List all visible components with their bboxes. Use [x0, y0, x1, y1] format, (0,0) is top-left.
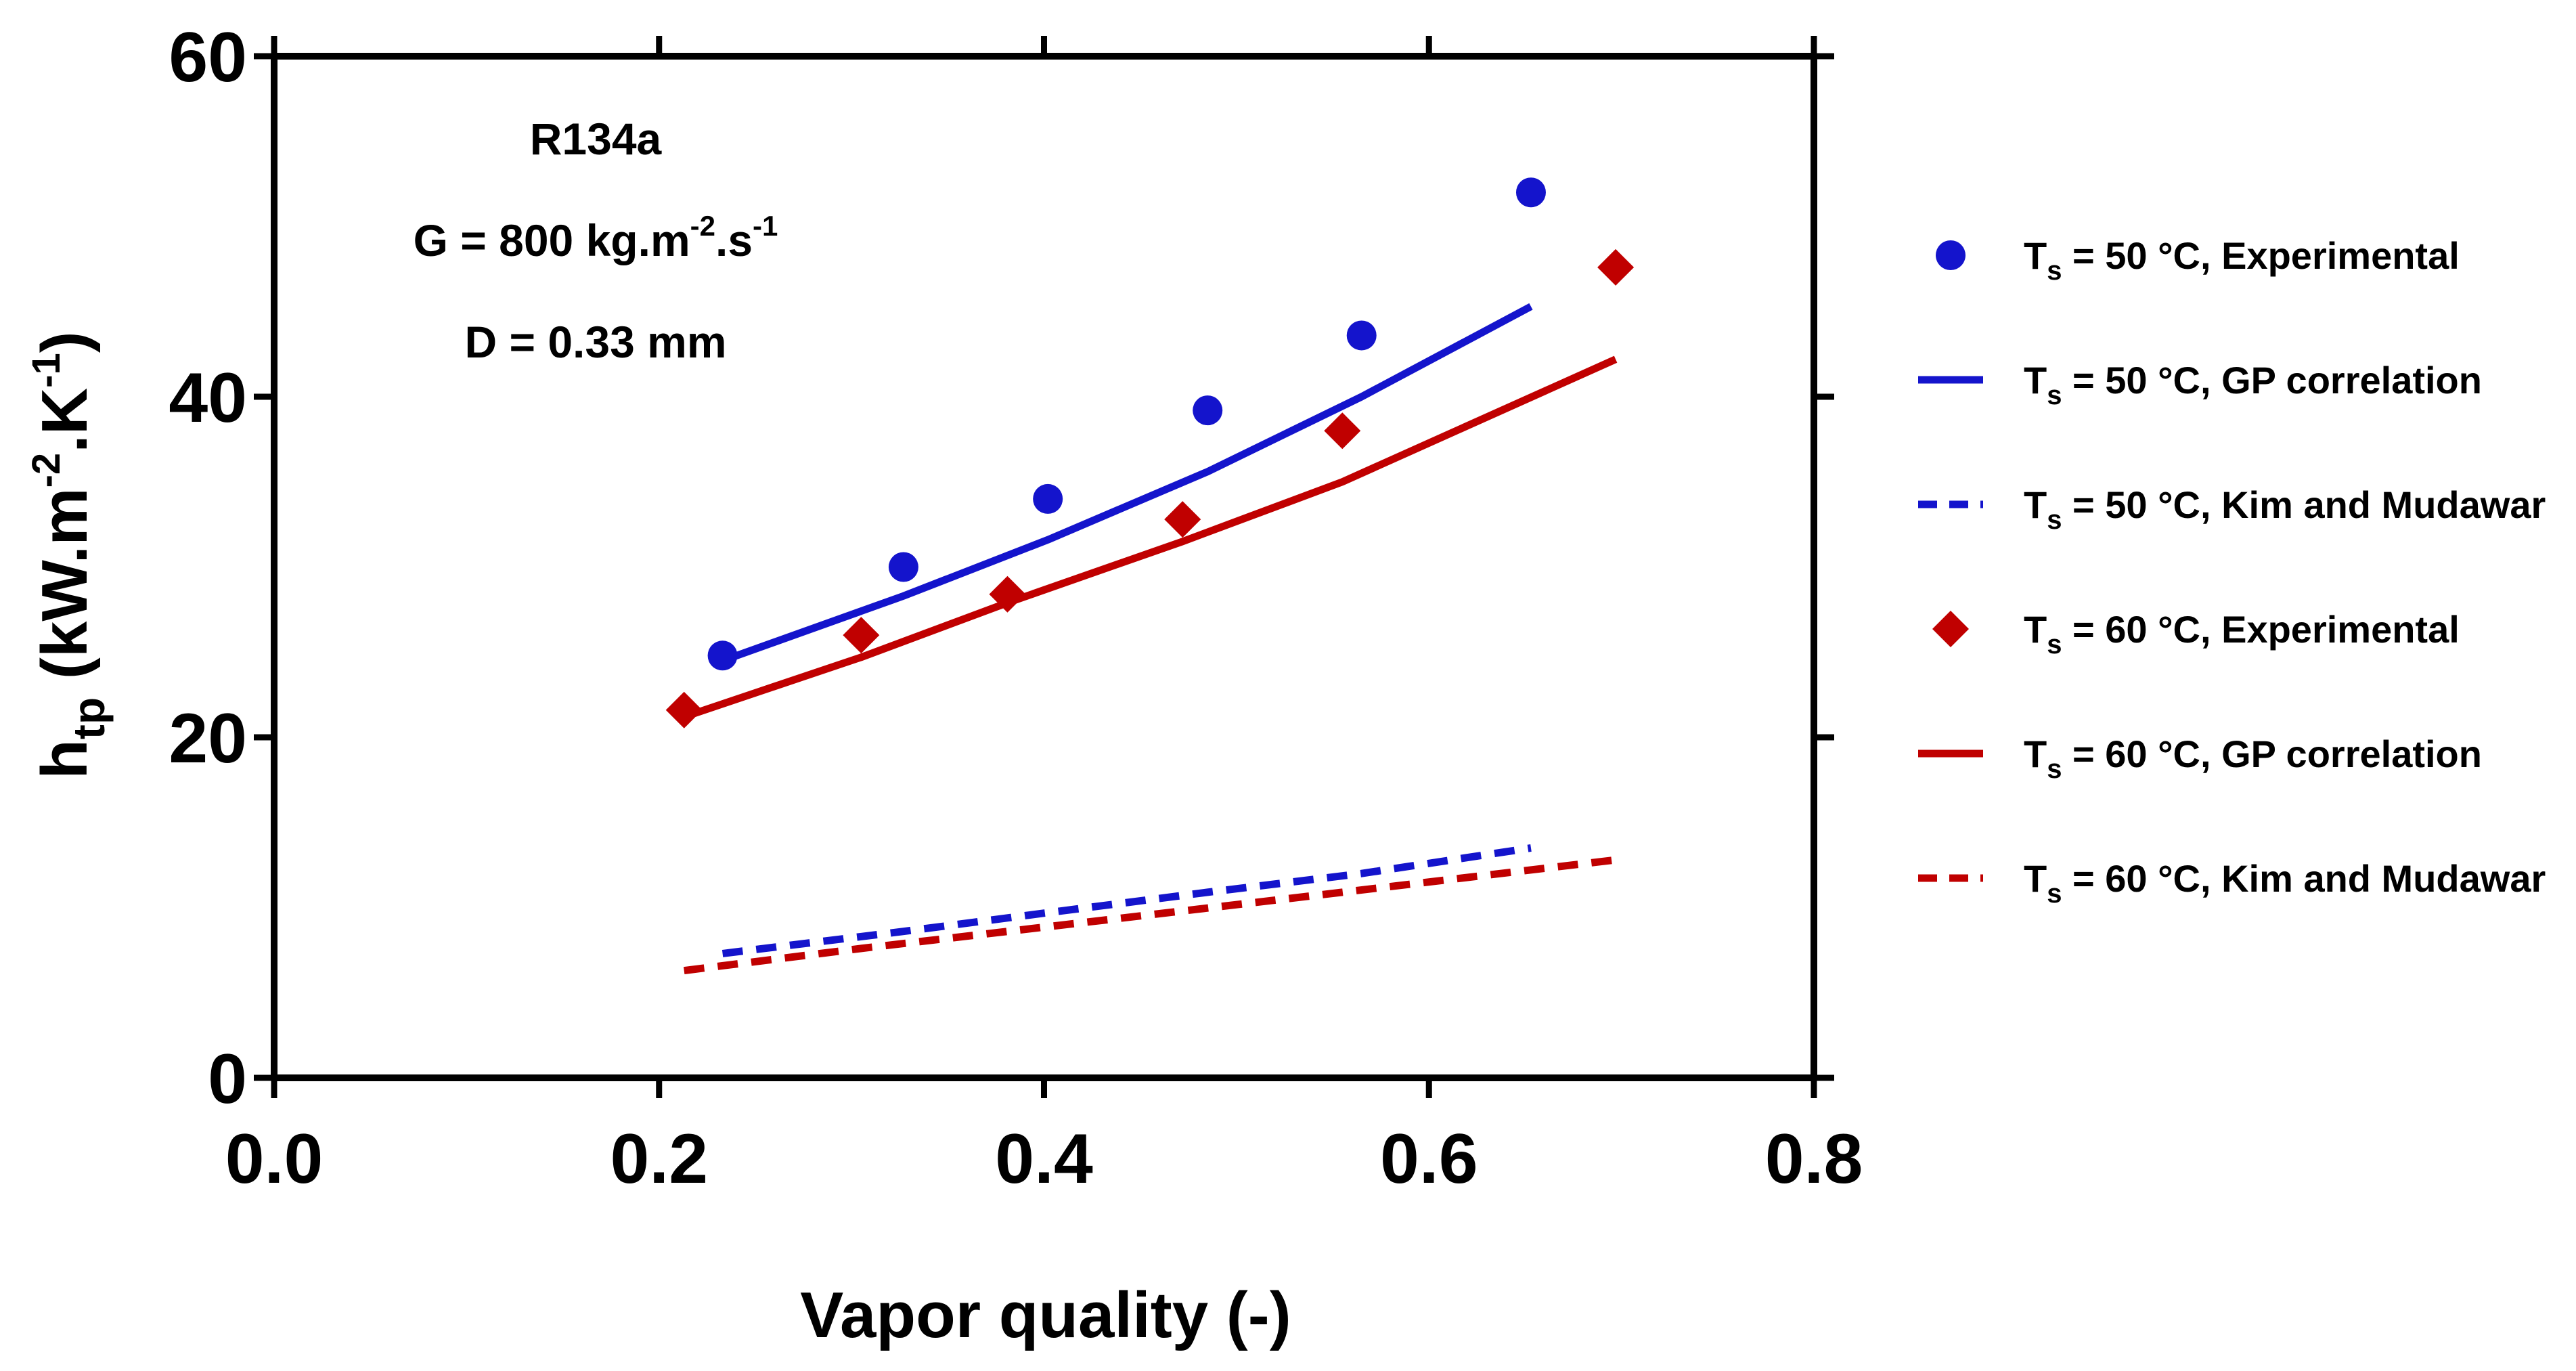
series-line-2: [721, 303, 1533, 665]
legend: Ts = 50 °C, Experimental Ts = 50 °C, GP c…: [1918, 234, 2546, 909]
data-point-diamond: [1324, 412, 1361, 450]
x-axis-title: Vapor quality (-): [800, 1279, 1291, 1351]
x-axis-ticks: 0.0 0.2 0.4 0.6 0.8: [225, 36, 1863, 1198]
series-line-3: [721, 844, 1532, 957]
data-point-diamond: [1597, 248, 1635, 286]
data-point-circle: [1515, 177, 1546, 208]
annotation-mass-flux: G = 800 kg.m-2.s-1: [414, 210, 778, 265]
data-point-diamond: [665, 691, 703, 728]
y-axis-title: htp (kW.m-2.K-1): [24, 331, 114, 779]
x-tick-label: 0.6: [1380, 1120, 1478, 1198]
x-tick-label: 0.8: [1765, 1120, 1863, 1198]
legend-label: Ts = 60 °C, Kim and Mudawar: [2024, 857, 2546, 909]
x-tick-label: 0.2: [610, 1120, 708, 1198]
y-tick-label: 20: [169, 699, 247, 778]
data-point-diamond: [843, 617, 880, 654]
x-tick-label: 0.0: [225, 1120, 324, 1198]
data-point-circle: [707, 640, 738, 671]
legend-symbol-circle: [1936, 240, 1966, 270]
data-point-diamond: [1164, 501, 1201, 538]
series-line-5: [682, 355, 1618, 721]
annotation-diameter: D = 0.33 mm: [464, 317, 726, 367]
y-tick-label: 40: [169, 359, 247, 437]
legend-symbol-diamond: [1932, 611, 1969, 647]
y-tick-label: 0: [208, 1040, 247, 1118]
series-layer: [665, 177, 1635, 975]
data-point-diamond: [989, 575, 1026, 613]
annotation-fluid: R134a: [530, 114, 663, 164]
legend-label: Ts = 50 °C, GP correlation: [2024, 359, 2482, 410]
series-line-6: [684, 856, 1616, 975]
legend-label: Ts = 60 °C, GP correlation: [2024, 733, 2482, 784]
x-tick-label: 0.4: [995, 1120, 1093, 1198]
data-point-circle: [1193, 395, 1223, 426]
data-point-circle: [1346, 320, 1377, 351]
y-tick-label: 60: [169, 18, 247, 97]
plot-frame: [271, 53, 1817, 1081]
legend-label: Ts = 60 °C, Experimental: [2024, 608, 2460, 659]
data-point-circle: [1033, 483, 1063, 514]
data-point-circle: [888, 552, 918, 582]
legend-label: Ts = 50 °C, Experimental: [2024, 234, 2460, 286]
legend-label: Ts = 50 °C, Kim and Mudawar: [2024, 483, 2546, 535]
y-axis-ticks: 0 20 40 60: [169, 18, 1834, 1118]
